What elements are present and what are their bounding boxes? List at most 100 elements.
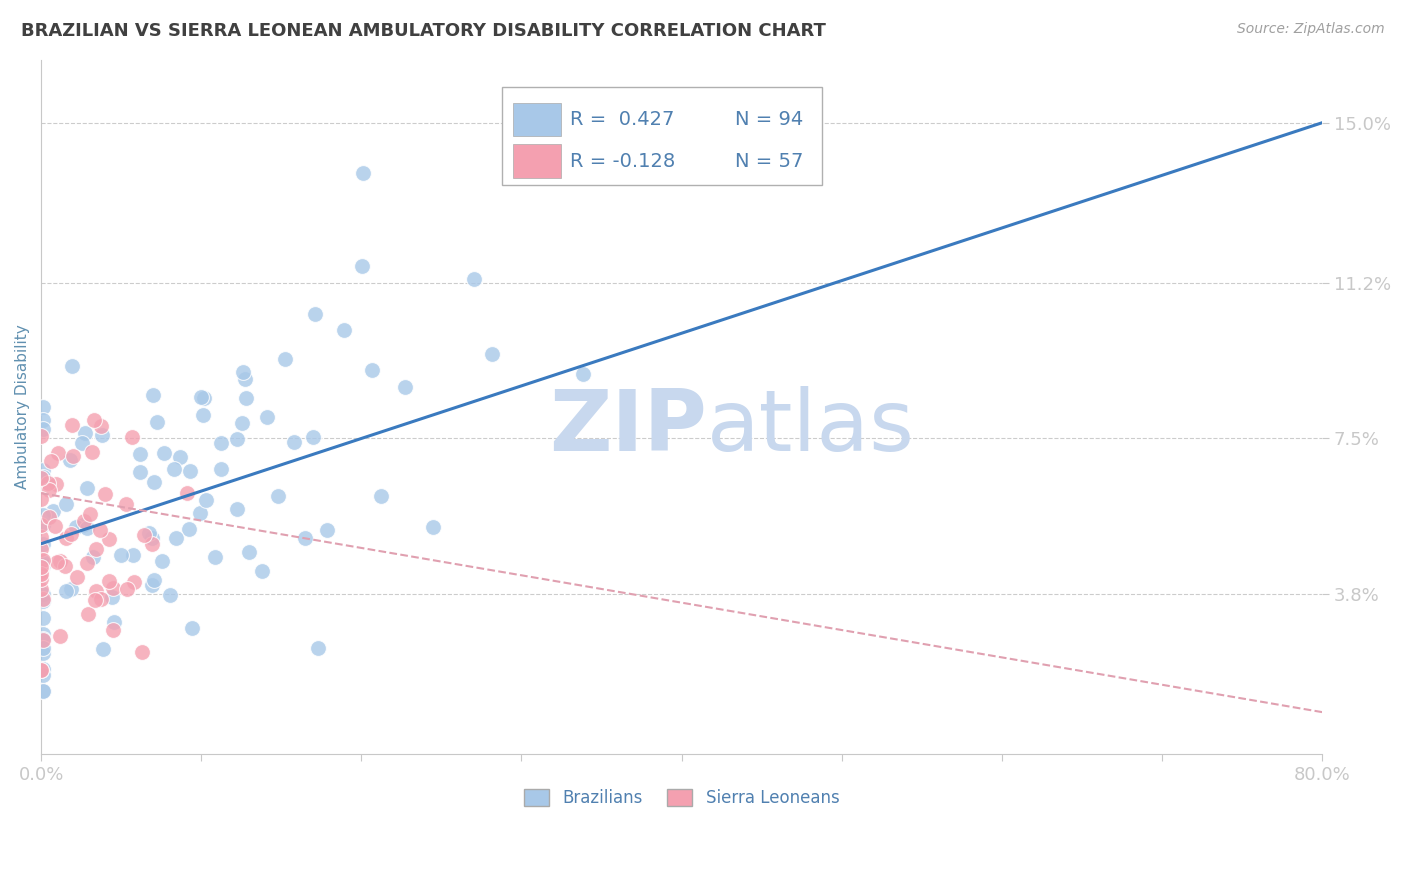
Point xyxy=(235,391,257,405)
Point xyxy=(37,475,59,490)
Point xyxy=(31,558,53,573)
Point xyxy=(394,380,416,394)
Point xyxy=(32,591,55,606)
Point xyxy=(76,557,98,571)
Point xyxy=(101,582,124,596)
Point xyxy=(82,550,104,565)
Point xyxy=(30,517,52,532)
Point xyxy=(146,415,169,429)
Point xyxy=(31,463,53,477)
Point xyxy=(166,532,188,546)
Point xyxy=(361,363,384,377)
Point xyxy=(302,430,325,444)
Point xyxy=(42,504,65,518)
Point xyxy=(94,487,117,501)
Point xyxy=(332,322,354,336)
Point xyxy=(76,607,98,621)
Point xyxy=(131,645,153,659)
Point xyxy=(294,531,316,545)
Point xyxy=(129,465,152,479)
Point xyxy=(232,365,254,379)
Point xyxy=(30,572,52,586)
Point xyxy=(115,582,138,596)
Point xyxy=(31,412,53,426)
Point xyxy=(238,545,260,559)
Point xyxy=(31,626,53,640)
Point xyxy=(150,554,173,568)
Point xyxy=(422,520,444,534)
Point xyxy=(190,390,212,404)
Point xyxy=(481,346,503,360)
Point xyxy=(55,583,77,598)
Point xyxy=(31,555,53,569)
Point xyxy=(176,486,198,500)
Point xyxy=(72,518,94,533)
Point xyxy=(46,555,69,569)
Point xyxy=(65,569,87,583)
Text: BRAZILIAN VS SIERRA LEONEAN AMBULATORY DISABILITY CORRELATION CHART: BRAZILIAN VS SIERRA LEONEAN AMBULATORY D… xyxy=(21,22,825,40)
Point xyxy=(38,510,60,524)
Point xyxy=(59,527,82,541)
Point xyxy=(152,446,174,460)
Point xyxy=(181,621,204,635)
Point xyxy=(76,521,98,535)
Point xyxy=(45,476,67,491)
Point xyxy=(159,588,181,602)
Point xyxy=(83,593,105,607)
Point xyxy=(101,591,124,605)
Point xyxy=(48,446,70,460)
Point xyxy=(30,564,52,578)
Point xyxy=(59,453,82,467)
Point xyxy=(60,359,83,373)
Point xyxy=(91,642,114,657)
Point xyxy=(62,417,84,432)
Point xyxy=(44,519,66,533)
Text: R =  0.427: R = 0.427 xyxy=(571,110,675,128)
Point xyxy=(114,497,136,511)
Point xyxy=(141,531,163,545)
Point xyxy=(193,391,215,405)
Point xyxy=(188,506,211,520)
Point xyxy=(463,272,485,286)
Text: atlas: atlas xyxy=(707,386,915,469)
Point xyxy=(31,640,53,655)
Point xyxy=(231,416,253,430)
Text: ZIP: ZIP xyxy=(550,386,707,469)
Point xyxy=(31,633,53,648)
Point xyxy=(121,430,143,444)
Point xyxy=(31,610,53,624)
Point xyxy=(250,564,273,578)
Point xyxy=(122,574,145,589)
Point xyxy=(86,542,108,557)
Point xyxy=(572,367,595,381)
Point xyxy=(30,663,52,677)
Point xyxy=(91,428,114,442)
Point xyxy=(31,400,53,414)
Point xyxy=(132,528,155,542)
Text: N = 94: N = 94 xyxy=(735,110,803,128)
Point xyxy=(73,426,96,441)
Point xyxy=(30,663,52,677)
Point xyxy=(31,558,53,573)
Point xyxy=(62,449,84,463)
Point xyxy=(226,502,249,516)
Point xyxy=(209,436,232,450)
Point xyxy=(274,351,297,366)
FancyBboxPatch shape xyxy=(502,87,823,185)
Point xyxy=(90,591,112,606)
Point xyxy=(30,471,52,485)
Point xyxy=(143,573,166,587)
Point xyxy=(31,594,53,608)
Point xyxy=(30,541,52,556)
Text: Source: ZipAtlas.com: Source: ZipAtlas.com xyxy=(1237,22,1385,37)
Point xyxy=(31,508,53,522)
Point xyxy=(65,520,87,534)
Text: R = -0.128: R = -0.128 xyxy=(571,152,675,170)
Point xyxy=(30,492,52,507)
Point xyxy=(204,549,226,564)
Point xyxy=(30,567,52,582)
Point xyxy=(31,662,53,676)
Legend: Brazilians, Sierra Leoneans: Brazilians, Sierra Leoneans xyxy=(516,780,848,815)
Point xyxy=(283,435,305,450)
Point xyxy=(31,422,53,436)
